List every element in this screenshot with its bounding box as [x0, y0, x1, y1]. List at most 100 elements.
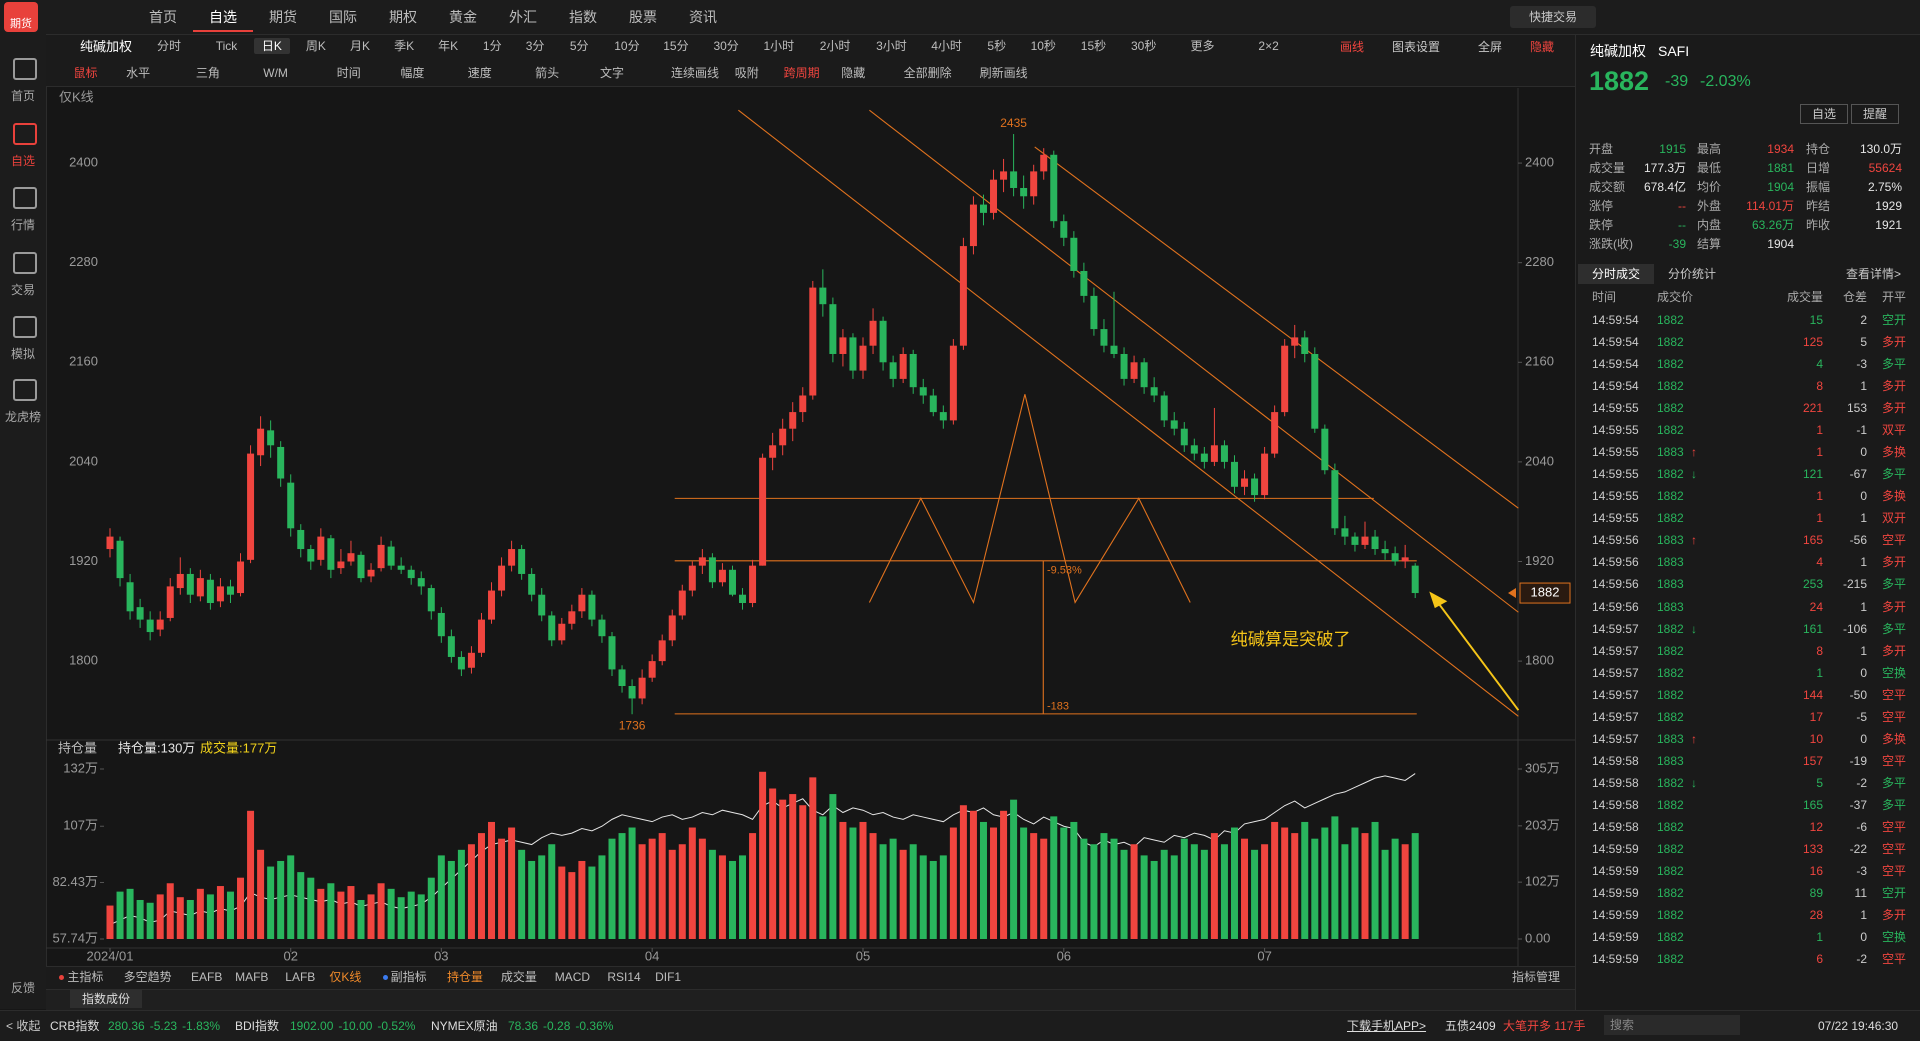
draw-tool[interactable]: 文字: [600, 66, 625, 80]
period[interactable]: 日K: [253, 38, 290, 54]
bottom-tab[interactable]: 指数成份: [70, 990, 143, 1008]
period[interactable]: 30分: [713, 39, 739, 53]
trades-more[interactable]: 查看详情>: [1846, 267, 1902, 281]
period[interactable]: 3小时: [876, 39, 907, 53]
period[interactable]: 月K: [349, 39, 370, 53]
side-icon[interactable]: [13, 252, 37, 274]
draw-tool[interactable]: 隐藏: [841, 66, 866, 80]
period[interactable]: 更多: [1190, 39, 1215, 53]
trade-volume: 221: [1802, 401, 1823, 416]
trades-tab[interactable]: 分时成交: [1578, 264, 1654, 284]
quote-value: 2.75%: [1867, 180, 1902, 194]
indicator[interactable]: 副指标: [390, 970, 427, 984]
period[interactable]: 5分: [569, 39, 589, 53]
feedback[interactable]: 反馈: [10, 981, 35, 995]
period[interactable]: 10分: [614, 39, 640, 53]
candle-body: [1341, 528, 1349, 537]
volume-bar: [226, 891, 234, 939]
nav-tab[interactable]: 外汇: [509, 9, 537, 25]
quick-trade[interactable]: 快捷交易: [1510, 6, 1596, 28]
period[interactable]: 分时: [156, 39, 181, 53]
draw-tool[interactable]: 刷新画线: [979, 66, 1028, 80]
side-item[interactable]: 首页: [10, 89, 35, 103]
indicator[interactable]: 成交量: [500, 970, 537, 984]
volume-bar: [1130, 844, 1138, 939]
draw-tool[interactable]: 吸附: [734, 66, 759, 80]
draw-tool[interactable]: 时间: [336, 66, 361, 80]
draw-tool[interactable]: 三角: [195, 66, 220, 80]
side-icon[interactable]: [13, 58, 37, 80]
trades-tab[interactable]: 分价统计: [1668, 267, 1717, 281]
period[interactable]: 2小时: [819, 39, 851, 53]
indicator[interactable]: RSI14: [607, 970, 641, 984]
toolbar-action[interactable]: 全屏: [1478, 40, 1503, 54]
x-tick-label: 04: [645, 948, 659, 963]
toolbar-action[interactable]: 隐藏: [1530, 40, 1555, 54]
period[interactable]: 2×2: [1258, 39, 1279, 53]
draw-tool[interactable]: 幅度: [400, 66, 425, 80]
period[interactable]: 4小时: [931, 39, 962, 53]
draw-tool[interactable]: 水平: [126, 66, 151, 80]
draw-tool[interactable]: W/M: [263, 66, 288, 80]
side-icon[interactable]: [13, 316, 37, 338]
indicator[interactable]: DIF1: [655, 970, 682, 984]
side-item[interactable]: 自选: [10, 154, 35, 168]
side-item[interactable]: 龙虎榜: [4, 410, 41, 424]
period[interactable]: 15秒: [1080, 39, 1107, 53]
quote-button[interactable]: 自选: [1800, 104, 1848, 124]
symbol[interactable]: 纯碱加权: [80, 39, 133, 54]
period[interactable]: 5秒: [987, 39, 1007, 53]
period[interactable]: 周K: [305, 39, 326, 53]
side-item[interactable]: 交易: [10, 283, 35, 297]
draw-tool[interactable]: 鼠标: [73, 66, 98, 80]
indicator[interactable]: EAFB: [191, 970, 223, 984]
quote-value: 1904: [1767, 180, 1794, 194]
period[interactable]: Tick: [215, 39, 238, 53]
trade-time: 14:59:55: [1592, 467, 1639, 482]
download[interactable]: 下载手机APP>: [1347, 1019, 1427, 1033]
nav-tab[interactable]: 期货: [269, 9, 297, 25]
side-item[interactable]: 行情: [10, 218, 35, 232]
indicator-manage[interactable]: 指标管理: [1512, 970, 1561, 984]
side-icon[interactable]: [13, 123, 37, 145]
period[interactable]: 10秒: [1030, 39, 1056, 53]
side-item[interactable]: 模拟: [10, 347, 35, 361]
period[interactable]: 30秒: [1130, 39, 1157, 53]
period[interactable]: 3分: [525, 39, 545, 53]
period[interactable]: 1分: [482, 39, 502, 53]
side-icon[interactable]: [13, 379, 37, 401]
period[interactable]: 1小时: [763, 39, 795, 53]
indicator[interactable]: 主指标: [67, 970, 104, 984]
period[interactable]: 年K: [438, 39, 459, 53]
toolbar-action[interactable]: 画线: [1340, 40, 1365, 54]
draw-tool[interactable]: 箭头: [535, 66, 560, 80]
toolbar-action[interactable]: 图表设置: [1392, 40, 1441, 54]
logo[interactable]: 期货: [4, 2, 38, 32]
trade-type: 多开: [1882, 379, 1907, 394]
draw-tool[interactable]: 跨周期: [783, 66, 820, 80]
draw-tool[interactable]: 速度: [467, 66, 492, 80]
indicator[interactable]: 持仓量: [446, 970, 483, 984]
quote-button[interactable]: 提醒: [1851, 104, 1899, 124]
nav-tab[interactable]: 资讯: [689, 9, 717, 25]
nav-tab[interactable]: 期权: [389, 9, 417, 25]
indicator[interactable]: 仅K线: [329, 970, 362, 984]
nav-tab[interactable]: 国际: [329, 9, 357, 25]
nav-tab[interactable]: 黄金: [449, 9, 477, 25]
nav-tab[interactable]: 首页: [149, 9, 177, 25]
nav-tab[interactable]: 股票: [629, 9, 657, 25]
indicator[interactable]: MAFB: [235, 970, 269, 984]
period[interactable]: 15分: [663, 39, 689, 53]
period[interactable]: 季K: [394, 39, 415, 53]
side-icon[interactable]: [13, 187, 37, 209]
draw-tool[interactable]: 连续画线: [671, 66, 720, 80]
indicator[interactable]: 多空趋势: [123, 970, 172, 984]
candle-body: [377, 544, 385, 569]
collapse[interactable]: < 收起: [6, 1019, 41, 1033]
nav-tab[interactable]: 自选: [193, 9, 253, 32]
draw-tool[interactable]: 全部删除: [903, 66, 952, 80]
indicator[interactable]: LAFB: [285, 970, 316, 984]
search[interactable]: 搜索: [1604, 1015, 1740, 1035]
indicator[interactable]: MACD: [554, 970, 591, 984]
nav-tab[interactable]: 指数: [569, 9, 597, 25]
